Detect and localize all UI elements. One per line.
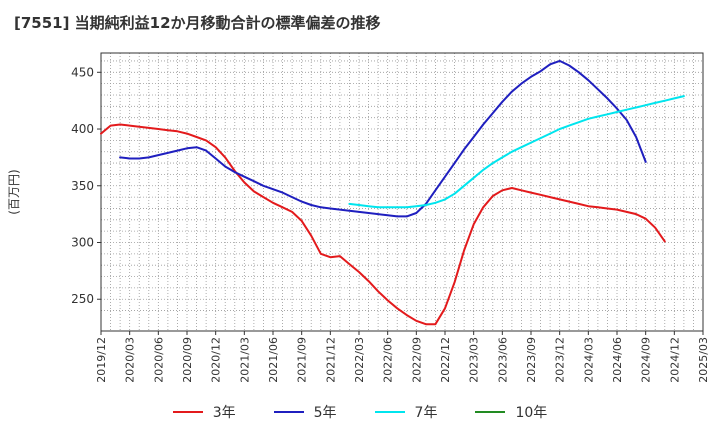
x-tick-label: 2023/12 bbox=[554, 337, 567, 383]
series-line-5年 bbox=[119, 59, 647, 218]
chart-title: [7551] 当期純利益12か月移動合計の標準偏差の推移 bbox=[14, 14, 381, 32]
x-tick-label: 2021/03 bbox=[238, 337, 251, 383]
y-tick-label: 400 bbox=[71, 122, 94, 136]
legend: 3年 5年 7年 10年 bbox=[0, 402, 720, 422]
y-tick-label: 250 bbox=[71, 292, 94, 306]
y-tick-label: 300 bbox=[71, 235, 94, 249]
x-tick-label: 2021/06 bbox=[267, 337, 280, 383]
x-tick-label: 2020/06 bbox=[152, 337, 165, 383]
x-tick-label: 2020/03 bbox=[124, 337, 137, 383]
legend-item: 7年 bbox=[374, 402, 438, 422]
x-tick-label: 2020/12 bbox=[210, 337, 223, 383]
x-tick-label: 2022/12 bbox=[439, 337, 452, 383]
x-tick-label: 2021/09 bbox=[296, 337, 309, 383]
x-tick-label: 2024/09 bbox=[640, 337, 653, 383]
legend-item: 5年 bbox=[273, 402, 337, 422]
legend-swatch bbox=[475, 411, 506, 413]
plot-frame bbox=[100, 52, 704, 332]
x-tick-label: 2023/06 bbox=[496, 337, 509, 383]
y-tick-label: 450 bbox=[71, 65, 94, 79]
x-tick-label: 2019/12 bbox=[95, 337, 108, 383]
legend-swatch bbox=[273, 411, 304, 413]
x-tick-label: 2025/03 bbox=[697, 337, 710, 383]
x-tick-label: 2022/03 bbox=[353, 337, 366, 383]
x-tick-label: 2024/12 bbox=[668, 337, 681, 383]
x-tick-label: 2021/12 bbox=[324, 337, 337, 383]
legend-item: 10年 bbox=[475, 402, 547, 422]
legend-label: 3年 bbox=[212, 405, 236, 421]
x-tick-label: 2023/09 bbox=[525, 337, 538, 383]
x-tick-label: 2020/09 bbox=[181, 337, 194, 383]
legend-swatch bbox=[172, 411, 203, 413]
y-tick-label: 350 bbox=[71, 179, 94, 193]
x-tick-label: 2022/06 bbox=[382, 337, 395, 383]
x-tick-label: 2023/03 bbox=[468, 337, 481, 383]
plot-area bbox=[101, 53, 703, 331]
axis-layer bbox=[97, 52, 704, 335]
x-tick-label: 2022/09 bbox=[410, 337, 423, 383]
series-line-3年 bbox=[100, 123, 666, 326]
y-axis-label: (百万円) bbox=[7, 169, 21, 214]
legend-label: 7年 bbox=[414, 405, 438, 421]
label-layer: 250 300 350 400 450 2019/12 2020/03 2020/06 2020… bbox=[7, 65, 710, 382]
legend-item: 3年 bbox=[172, 402, 236, 422]
legend-label: 5年 bbox=[313, 405, 337, 421]
legend-swatch bbox=[374, 411, 405, 413]
x-tick-label: 2024/03 bbox=[582, 337, 595, 383]
series-layer bbox=[100, 59, 685, 326]
series-line-7年 bbox=[348, 95, 685, 209]
x-tick-label: 2024/06 bbox=[611, 337, 624, 383]
grid-layer bbox=[100, 53, 704, 331]
legend-label: 10年 bbox=[515, 405, 548, 421]
